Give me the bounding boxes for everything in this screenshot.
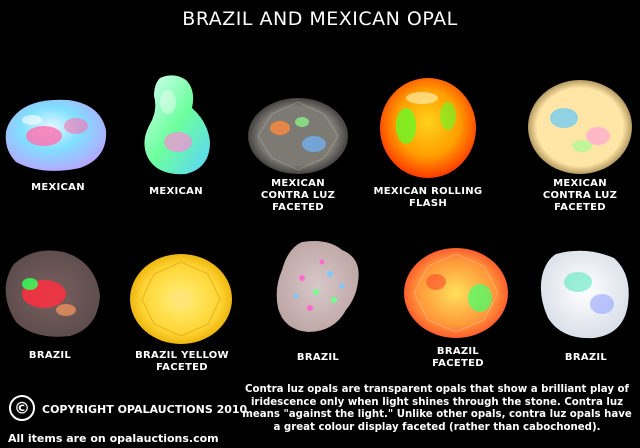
gem-label-5: MEXICAN CONTRA LUZ FACETED — [542, 178, 618, 213]
gem-label-8: BRAZIL — [296, 352, 340, 363]
opal-brazil-yellow-faceted-image — [130, 254, 232, 344]
gem-label-2: MEXICAN — [149, 186, 203, 197]
gem-label-6: BRAZIL — [28, 350, 72, 361]
opal-brazil-3-image — [540, 250, 629, 339]
opal-mexican-contra-luz-faceted-1-image — [248, 98, 348, 174]
copyright-block: © COPYRIGHT OPALAUCTIONS 2010 All items … — [8, 394, 247, 445]
opal-brazil-2-image — [276, 241, 359, 332]
opal-mexican-2-image — [144, 75, 210, 175]
opal-mexican-1-image — [5, 99, 107, 171]
copyright-text: COPYRIGHT OPALAUCTIONS 2010 — [42, 403, 248, 416]
description-line: means "against the light." Unlike other … — [242, 409, 632, 420]
gem-label-7: BRAZIL YELLOW FACETED — [135, 350, 229, 373]
website-text: All items are on opalauctions.com — [8, 432, 219, 445]
description-line: Contra luz opals are transparent opals t… — [245, 384, 629, 395]
gem-label-10: BRAZIL — [564, 352, 608, 363]
gem-label-4: MEXICAN ROLLING FLASH — [373, 186, 483, 209]
gem-label-3: MEXICAN CONTRA LUZ FACETED — [260, 178, 336, 213]
description-line: a great colour display faceted (rather t… — [273, 421, 601, 433]
svg-text:©: © — [14, 399, 30, 418]
opal-brazil-faceted-image — [404, 248, 508, 338]
description-line: iridescence only when light shines throu… — [250, 396, 624, 408]
contra-luz-description: Contra luz opals are transparent opals t… — [240, 384, 634, 434]
opal-brazil-1-image — [5, 250, 100, 337]
copyright-icon: © — [9, 395, 35, 421]
opal-mexican-contra-luz-faceted-2-image — [528, 80, 632, 174]
gem-label-1: MEXICAN — [31, 182, 85, 193]
opal-mexican-rolling-flash-image — [380, 78, 476, 178]
page-title: BRAZIL AND MEXICAN OPAL — [182, 8, 458, 30]
gem-label-9: BRAZIL FACETED — [432, 346, 484, 369]
